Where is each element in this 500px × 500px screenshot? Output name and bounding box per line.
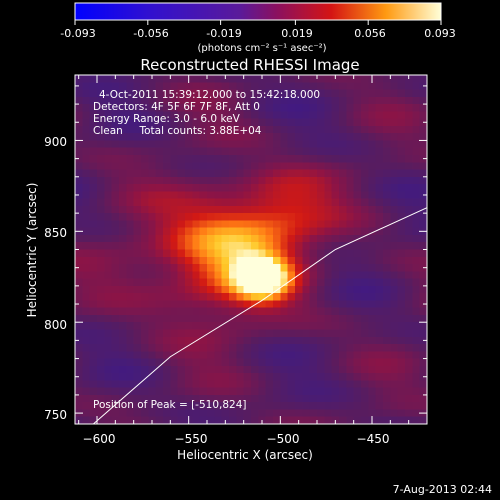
colorbar-tick-label: -0.056	[133, 27, 168, 40]
x-axis-label: Heliocentric X (arcsec)	[177, 448, 313, 462]
y-axis-label: Heliocentric Y (arcsec)	[25, 183, 39, 318]
colorbar-tick-label: -0.019	[206, 27, 241, 40]
colorbar-tick-label: 0.093	[424, 27, 456, 40]
x-tick-label: −450	[357, 432, 390, 446]
chart-title: Reconstructed RHESSI Image	[140, 56, 359, 74]
solar-limb-line	[93, 207, 428, 425]
y-tick-label: 800	[44, 318, 67, 332]
colorbar	[74, 2, 442, 21]
heatmap-image	[75, 75, 427, 424]
axis-ticks	[75, 75, 428, 424]
colorbar-tick-label: 0.056	[354, 27, 386, 40]
peak-position-label: Position of Peak = [-510,824]	[93, 399, 247, 411]
colorbar-ticks	[74, 20, 442, 25]
annotation-energy-range: Energy Range: 3.0 - 6.0 keV	[93, 113, 241, 125]
x-tick-label: −500	[267, 432, 300, 446]
annotation-time-range: 4-Oct-2011 15:39:12.000 to 15:42:18.000	[99, 89, 320, 101]
colorbar-tick-label: 0.019	[281, 27, 313, 40]
x-tick-label: −600	[83, 432, 116, 446]
colorbar-tick-label: -0.093	[60, 27, 95, 40]
y-tick-label: 900	[44, 135, 67, 149]
annotation-detectors: Detectors: 4F 5F 6F 7F 8F, Att 0	[93, 101, 260, 113]
y-tick-label: 850	[44, 226, 67, 240]
y-tick-label: 750	[44, 408, 67, 422]
plot-area	[74, 74, 428, 425]
colorbar-unit-label: (photons cm⁻² s⁻¹ asec⁻²)	[197, 43, 326, 54]
footer-date: 7-Aug-2013 02:44	[393, 483, 492, 496]
annotation-clean-counts: Clean Total counts: 3.88E+04	[93, 125, 262, 137]
x-tick-label: −550	[175, 432, 208, 446]
